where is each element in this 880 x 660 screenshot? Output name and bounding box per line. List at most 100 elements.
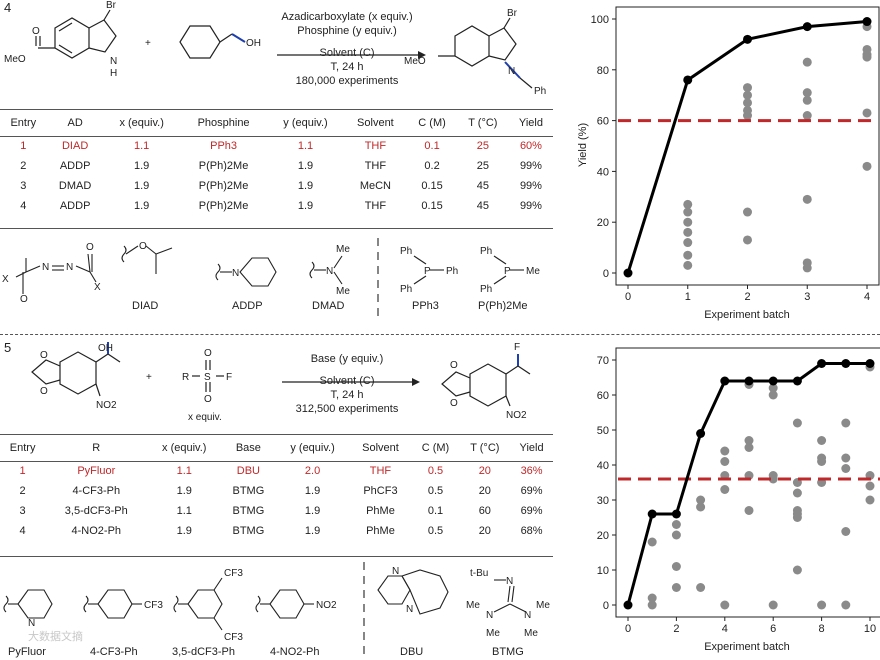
best-yield-point xyxy=(744,376,754,386)
table-cell: PhMe xyxy=(366,505,395,517)
experiment-point xyxy=(671,520,681,529)
table-4-header-rule xyxy=(0,136,553,137)
experiment-point xyxy=(696,502,706,512)
table-cell: 0.2 xyxy=(424,160,440,172)
product-ph-label: Ph xyxy=(534,86,546,97)
experiment-point xyxy=(696,583,706,592)
experiment-point xyxy=(841,600,851,610)
experiment-point xyxy=(744,436,754,445)
plus-sign: + xyxy=(145,38,151,49)
header-cell: Solvent xyxy=(362,442,399,454)
experiment-point xyxy=(841,527,851,536)
table-row: 4 4-NO2-Ph 1.9 BTMG 1.9 PhMe 0.5 20 68% xyxy=(0,521,553,541)
condition-experiments: 312,500 experiments xyxy=(295,403,399,415)
experiment-point xyxy=(768,390,778,400)
experiment-point xyxy=(683,238,693,248)
experiment-point xyxy=(817,600,827,610)
experiment-point xyxy=(647,600,657,610)
header-cell: Solvent xyxy=(357,117,394,129)
pph2me-ph-atom: Ph xyxy=(480,284,492,295)
table-cell: 4 xyxy=(20,200,27,212)
header-cell: Yield xyxy=(519,442,544,454)
table-cell: 3,5-dCF3-Ph xyxy=(64,505,128,517)
table-5: Entry R x (equiv.) Base y (equiv.) Solve… xyxy=(0,435,553,541)
y-tick-label: 10 xyxy=(597,565,609,577)
experiment-point xyxy=(802,111,812,121)
experiment-point xyxy=(865,481,875,491)
experiment-point xyxy=(743,235,752,245)
product-o-label: O xyxy=(450,360,458,371)
x-tick-label: 2 xyxy=(744,291,750,303)
panel-5-reaction-scheme: OH O O NO2 + R S F O O x equiv. O O F NO… xyxy=(31,342,531,423)
header-cell: T (°C) xyxy=(468,117,498,129)
header-cell: Base xyxy=(235,442,261,454)
table-cell: 25 xyxy=(476,160,489,172)
x-tick-label: 8 xyxy=(819,623,825,635)
dbu-n-atom: N xyxy=(392,566,399,577)
cf3ph-label: 4-CF3-Ph xyxy=(90,646,138,658)
pph3-ph-atom: Ph xyxy=(400,284,412,295)
plot-frame xyxy=(615,347,880,618)
experiment-point xyxy=(841,464,851,473)
diad-o-atom: O xyxy=(139,241,147,252)
table-cell: 2.0 xyxy=(304,465,321,477)
table-cell: 99% xyxy=(519,200,542,212)
table-cell: 68% xyxy=(520,525,543,537)
header-cell: Entry xyxy=(10,117,37,129)
y-tick-label: 70 xyxy=(597,355,609,367)
addp-label: ADDP xyxy=(232,300,263,312)
btmg-label: BTMG xyxy=(492,646,524,658)
table-cell: 45 xyxy=(476,180,489,192)
table-cell: 1.9 xyxy=(297,180,314,192)
best-yield-line xyxy=(626,20,868,274)
condition-temperature: T, 24 h xyxy=(330,61,364,73)
table-cell: 0.15 xyxy=(421,180,443,192)
header-cell: Phosphine xyxy=(197,117,250,129)
panel-separator xyxy=(0,334,880,335)
x-tick-label: 4 xyxy=(864,291,870,303)
plus-sign: + xyxy=(146,372,152,383)
y-axis-label: Yield (%) xyxy=(577,123,589,167)
panel-4-reaction-scheme: Br MeO O N H + OH Br MeO N Ph xyxy=(4,0,546,97)
panel-4-number: 4 xyxy=(4,0,12,15)
product-n-label: N xyxy=(508,66,515,77)
panel-5-number: 5 xyxy=(4,340,12,355)
table-5-top-rule xyxy=(0,434,553,435)
table-cell: 1 xyxy=(19,465,26,477)
x-tick-label: 4 xyxy=(722,623,728,635)
btmg-me: Me xyxy=(524,628,538,639)
table-cell: 1.9 xyxy=(304,485,321,497)
pph2me-p-atom: P xyxy=(504,266,511,277)
table-cell: 1.9 xyxy=(134,160,150,172)
table-cell: 1.1 xyxy=(176,505,192,517)
experiment-point xyxy=(647,593,657,603)
y-tick-label: 60 xyxy=(597,390,609,402)
experiment-point xyxy=(802,194,812,204)
x-atom-label: X xyxy=(94,282,101,293)
experiment-point xyxy=(720,485,730,494)
dmad-n-atom: N xyxy=(326,266,333,277)
table-cell: PhCF3 xyxy=(363,485,398,497)
table-cell: PyFluor xyxy=(77,465,116,477)
table-cell: 4 xyxy=(19,525,26,537)
y-tick-label: 0 xyxy=(603,600,609,612)
table-cell: 4-NO2-Ph xyxy=(71,525,122,537)
table-cell: 1.1 xyxy=(176,465,192,477)
experiment-point xyxy=(696,495,706,505)
best-yield-point xyxy=(623,268,633,278)
header-cell: C (M) xyxy=(418,117,446,129)
dcf3ph-label: 3,5-dCF3-Ph xyxy=(172,646,235,658)
experiment-point xyxy=(792,513,802,522)
best-yield-point xyxy=(768,376,778,386)
r-group-label: R xyxy=(182,372,189,383)
x-tick-label: 6 xyxy=(770,623,776,635)
watermark: 大数据文摘 xyxy=(28,631,83,643)
table-cell: 25 xyxy=(476,140,489,152)
dmad-me-atom: Me xyxy=(336,286,350,297)
panel-5-conditions: Base (y equiv.) Solvent (C) T, 24 h 312,… xyxy=(272,352,422,416)
br-atom-label: Br xyxy=(106,0,117,11)
table-cell: 1.1 xyxy=(297,140,314,152)
experiment-point xyxy=(862,161,872,171)
table-row: 4 ADDP 1.9 P(Ph)2Me 1.9 THF 0.15 45 99% xyxy=(0,196,553,216)
table-cell: P(Ph)2Me xyxy=(198,160,249,172)
